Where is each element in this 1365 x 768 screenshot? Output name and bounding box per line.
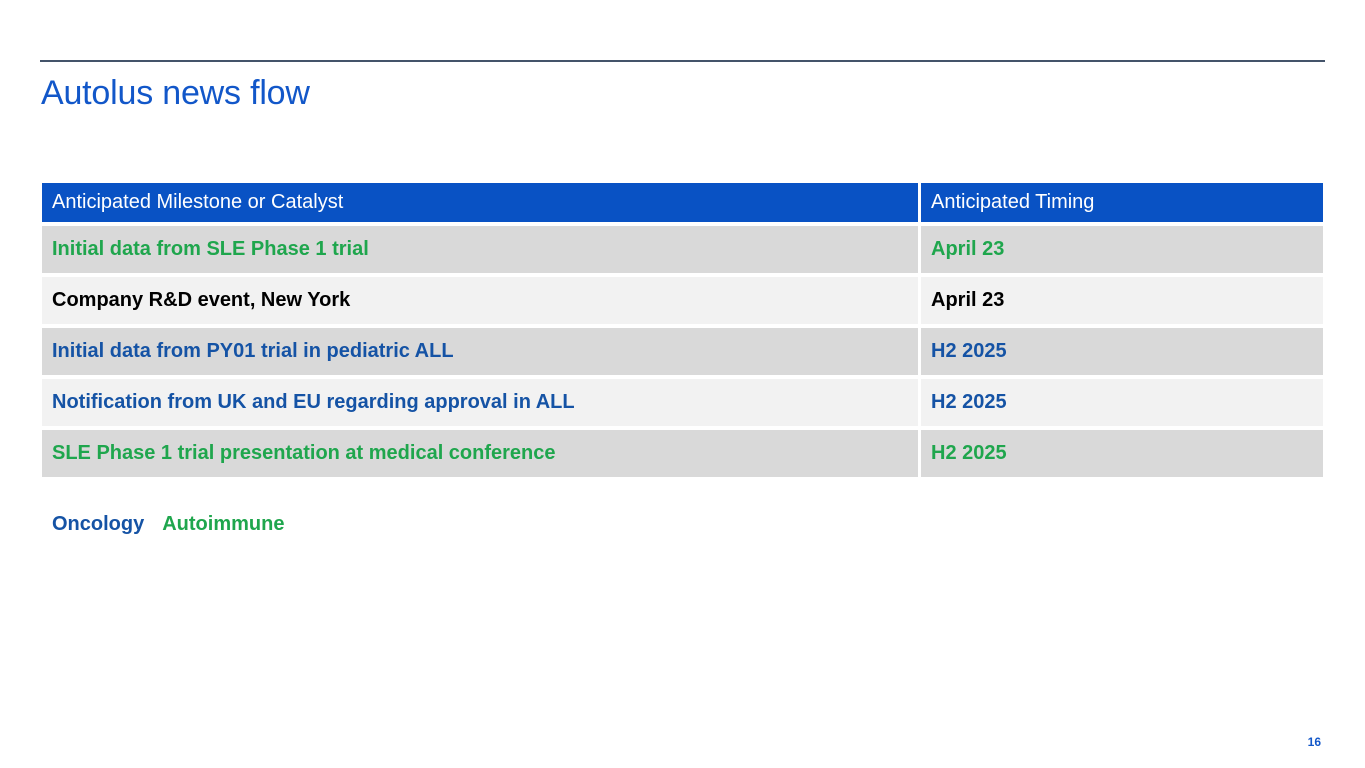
column-header-timing: Anticipated Timing [918,183,1323,222]
milestone-cell: Notification from UK and EU regarding ap… [42,375,918,426]
milestone-cell: Company R&D event, New York [42,273,918,324]
timing-cell: April 23 [918,222,1323,273]
timing-cell: H2 2025 [918,375,1323,426]
title-divider-rule [40,60,1325,62]
table-row: Initial data from PY01 trial in pediatri… [42,324,1323,375]
page-number: 16 [1307,735,1321,749]
legend-item-oncology: Oncology [52,513,145,535]
table-row: Notification from UK and EU regarding ap… [42,375,1323,426]
table-row: SLE Phase 1 trial presentation at medica… [42,426,1323,477]
milestones-table: Anticipated Milestone or Catalyst Antici… [42,183,1323,477]
milestone-cell: SLE Phase 1 trial presentation at medica… [42,426,918,477]
table-header-row: Anticipated Milestone or Catalyst Antici… [42,183,1323,222]
column-header-milestone: Anticipated Milestone or Catalyst [42,183,918,222]
timing-cell: H2 2025 [918,324,1323,375]
milestone-cell: Initial data from PY01 trial in pediatri… [42,324,918,375]
table-row: Initial data from SLE Phase 1 trial Apri… [42,222,1323,273]
timing-cell: April 23 [918,273,1323,324]
legend-item-autoimmune: Autoimmune [162,513,285,535]
page-title: Autolus news flow [41,74,310,112]
timing-cell: H2 2025 [918,426,1323,477]
milestone-cell: Initial data from SLE Phase 1 trial [42,222,918,273]
table-row: Company R&D event, New York April 23 [42,273,1323,324]
category-legend: Oncology Autoimmune [52,513,284,536]
